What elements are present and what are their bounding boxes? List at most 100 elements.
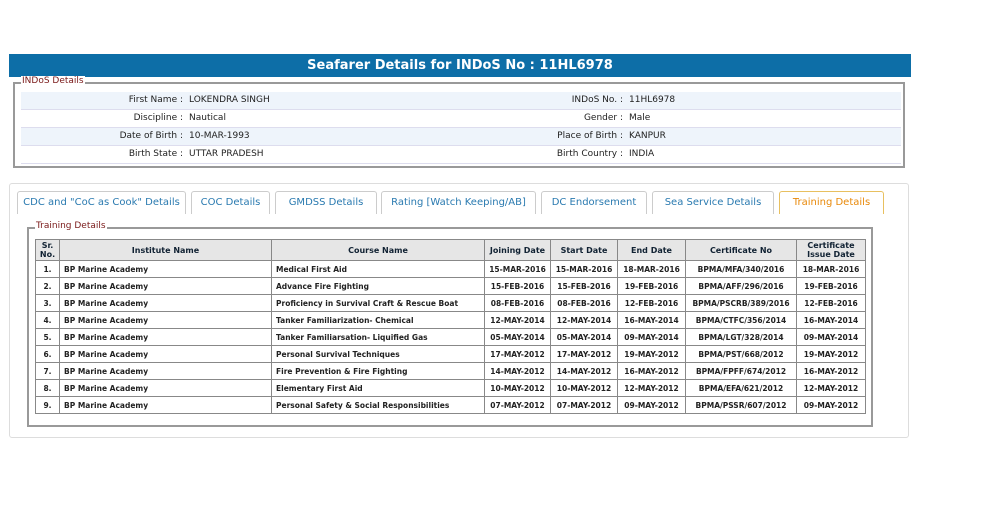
table-cell: BP Marine Academy <box>59 396 272 414</box>
field-value: LOKENDRA SINGH <box>189 95 270 105</box>
indos-details: INDoS Details First Name : LOKENDRA SINGH… <box>13 76 905 168</box>
table-cell: BP Marine Academy <box>59 260 272 278</box>
detail-row: Discipline : Nautical Gender : Male <box>21 110 901 128</box>
table-cell: 07-MAY-2012 <box>484 396 551 414</box>
header-row: Sr. No. Institute Name Course Name Joining … <box>35 239 866 261</box>
table-cell: BP Marine Academy <box>59 379 272 397</box>
tab[interactable]: COC Details <box>191 191 270 214</box>
table-cell: 15-MAR-2016 <box>550 260 618 278</box>
table-cell: 19-MAY-2012 <box>617 345 686 363</box>
table-cell: BP Marine Academy <box>59 277 272 295</box>
table-row: 6. BP Marine Academy Personal Survival Tec… <box>35 345 866 363</box>
table-cell: Tanker Familiarization- Chemical <box>271 311 485 329</box>
field-label: Birth State : <box>128 149 183 159</box>
table-cell: BP Marine Academy <box>59 294 272 312</box>
table-row: 4. BP Marine Academy Tanker Familiarizatio… <box>35 311 866 329</box>
table-cell: BPMA/PSSR/607/2012 <box>685 396 797 414</box>
table-cell: 14-MAY-2012 <box>484 362 551 380</box>
table-cell: 05-MAY-2014 <box>550 328 618 346</box>
table-cell: BPMA/PST/668/2012 <box>685 345 797 363</box>
table-cell: Medical First Aid <box>271 260 485 278</box>
table-cell: 9. <box>35 396 60 414</box>
table-cell: Personal Safety & Social Responsibilitie… <box>271 396 485 414</box>
tab[interactable]: CDC and "CoC as Cook" Details <box>17 191 186 214</box>
table-cell: 09-MAY-2014 <box>796 328 866 346</box>
table-cell: 16-MAY-2012 <box>617 362 686 380</box>
table-cell: 12-MAY-2012 <box>796 379 866 397</box>
table-cell: Personal Survival Techniques <box>271 345 485 363</box>
table-cell: 12-MAY-2012 <box>617 379 686 397</box>
table-cell: 10-MAY-2012 <box>550 379 618 397</box>
column-header: Start Date <box>550 239 618 261</box>
section-legend: INDoS Details <box>21 76 85 86</box>
table-cell: BPMA/AFF/296/2016 <box>685 277 797 295</box>
field-label: Discipline : <box>133 113 183 123</box>
table-cell: 12-FEB-2016 <box>796 294 866 312</box>
table-cell: BPMA/LGT/328/2014 <box>685 328 797 346</box>
table-row: 2. BP Marine Academy Advance Fire Fighting… <box>35 277 866 295</box>
field-label: INDoS No. : <box>571 95 623 105</box>
table-cell: 15-FEB-2016 <box>484 277 551 295</box>
table-row: 8. BP Marine Academy Elementary First Aid 1… <box>35 379 866 397</box>
training-table: Sr. No. Institute Name Course Name Joining … <box>35 239 866 414</box>
table-cell: 17-MAY-2012 <box>484 345 551 363</box>
page-title: Seafarer Details for INDoS No : 11HL6978 <box>9 54 911 77</box>
field-value: UTTAR PRADESH <box>189 149 264 159</box>
table-cell: 15-FEB-2016 <box>550 277 618 295</box>
table-cell: 15-MAR-2016 <box>484 260 551 278</box>
table-cell: 17-MAY-2012 <box>550 345 618 363</box>
table-cell: 8. <box>35 379 60 397</box>
table-cell: 09-MAY-2014 <box>617 328 686 346</box>
training-details: Training Details Sr. No. Institute Name Co… <box>27 221 873 427</box>
tab[interactable]: DC Endorsement <box>541 191 647 214</box>
table-cell: 08-FEB-2016 <box>484 294 551 312</box>
detail-row: Date of Birth : 10-MAR-1993 Place of Birth… <box>21 128 901 146</box>
tab[interactable]: Training Details <box>779 191 884 214</box>
table-cell: 19-MAY-2012 <box>796 345 866 363</box>
tab[interactable]: Sea Service Details <box>652 191 774 214</box>
table-row: 5. BP Marine Academy Tanker Familiarsation… <box>35 328 866 346</box>
table-cell: BP Marine Academy <box>59 328 272 346</box>
table-cell: BP Marine Academy <box>59 345 272 363</box>
field-label: Place of Birth : <box>557 131 623 141</box>
table-cell: Proficiency in Survival Craft & Rescue B… <box>271 294 485 312</box>
field-value: 10-MAR-1993 <box>189 131 250 141</box>
section-legend: Training Details <box>35 221 107 231</box>
tab[interactable]: Rating [Watch Keeping/AB] <box>381 191 536 214</box>
table-cell: 08-FEB-2016 <box>550 294 618 312</box>
table-row: 1. BP Marine Academy Medical First Aid 15-M… <box>35 260 866 278</box>
table-cell: BP Marine Academy <box>59 311 272 329</box>
table-cell: 12-MAY-2014 <box>550 311 618 329</box>
field-label: Date of Birth : <box>119 131 183 141</box>
table-cell: 18-MAR-2016 <box>796 260 866 278</box>
table-cell: Elementary First Aid <box>271 379 485 397</box>
column-header: Institute Name <box>59 239 272 261</box>
column-header: End Date <box>617 239 686 261</box>
table-cell: 2. <box>35 277 60 295</box>
detail-row: Birth State : UTTAR PRADESH Birth Country … <box>21 146 901 164</box>
table-cell: 16-MAY-2014 <box>796 311 866 329</box>
field-label: First Name : <box>128 95 183 105</box>
table-cell: 09-MAY-2012 <box>617 396 686 414</box>
column-header: Certificate No <box>685 239 797 261</box>
table-cell: 16-MAY-2012 <box>796 362 866 380</box>
table-cell: 09-MAY-2012 <box>796 396 866 414</box>
tab[interactable]: GMDSS Details <box>275 191 377 214</box>
table-cell: Tanker Familiarsation- Liquified Gas <box>271 328 485 346</box>
table-row: 9. BP Marine Academy Personal Safety & Soc… <box>35 396 866 414</box>
table-cell: BPMA/FPFF/674/2012 <box>685 362 797 380</box>
detail-row: First Name : LOKENDRA SINGH INDoS No. : 11H… <box>21 92 901 110</box>
column-header: Certificate Issue Date <box>796 239 866 261</box>
field-value: 11HL6978 <box>629 95 676 105</box>
table-cell: 16-MAY-2014 <box>617 311 686 329</box>
field-label: Gender : <box>583 113 623 123</box>
field-value: Nautical <box>189 113 226 123</box>
table-cell: 12-MAY-2014 <box>484 311 551 329</box>
field-value: Male <box>629 113 651 123</box>
column-header: Joining Date <box>484 239 551 261</box>
table-row: 3. BP Marine Academy Proficiency in Surviv… <box>35 294 866 312</box>
table-cell: 18-MAR-2016 <box>617 260 686 278</box>
field-label: Birth Country : <box>556 149 623 159</box>
table-cell: 7. <box>35 362 60 380</box>
